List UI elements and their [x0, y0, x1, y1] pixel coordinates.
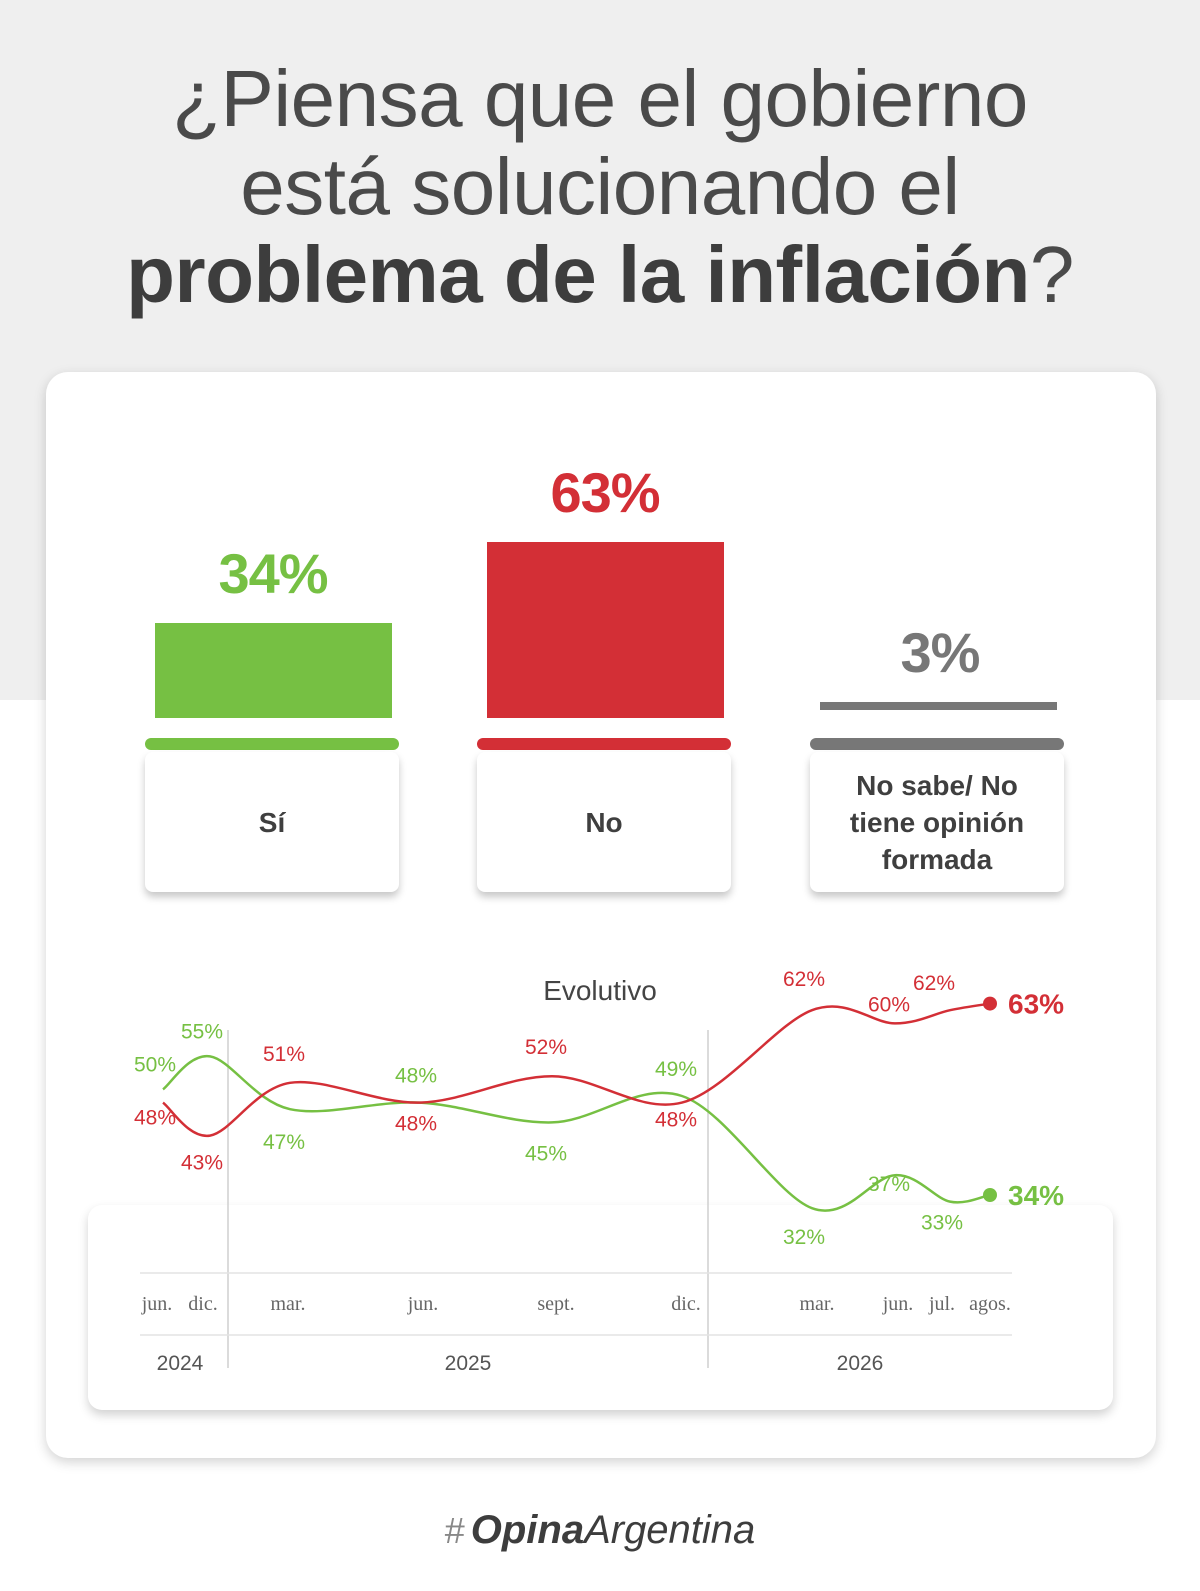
year-label: 2024	[157, 1352, 204, 1375]
title-question-mark: ?	[1029, 230, 1075, 319]
si-series-label: 55%	[181, 1020, 223, 1043]
no-strip	[477, 738, 731, 750]
ns-bar	[820, 702, 1057, 710]
no-percentage: 63%	[550, 460, 660, 524]
no-bar	[487, 541, 724, 718]
no-series-end-point	[983, 996, 997, 1011]
x-tick-label: jul.	[928, 1293, 955, 1315]
x-tick-label: dic.	[188, 1293, 217, 1315]
logo-rest: Argentina	[584, 1508, 756, 1552]
no-series-line	[162, 1002, 991, 1137]
si-percentage: 34%	[218, 541, 328, 605]
axis-card	[88, 1205, 1113, 1410]
year-label: 2026	[837, 1352, 884, 1375]
si-series-label: 45%	[525, 1142, 567, 1165]
si-series-label: 48%	[395, 1065, 437, 1088]
si-series-end-point	[983, 1188, 997, 1202]
si-label: Sí	[258, 806, 286, 838]
no-series-end-label: 63%	[1008, 989, 1064, 1020]
logo-hash-icon: #	[444, 1510, 465, 1551]
no-series-label: 48%	[395, 1113, 437, 1136]
year-label: 2025	[445, 1352, 492, 1375]
no-series-label: 52%	[525, 1036, 567, 1059]
x-tick-label: jun.	[141, 1293, 173, 1315]
si-label-box: Sí	[145, 752, 399, 892]
no-series-label: 60%	[868, 993, 910, 1016]
x-tick-label: mar.	[800, 1293, 835, 1315]
si-series-label: 37%	[868, 1173, 910, 1196]
si-series-line	[162, 1055, 991, 1212]
page-title: ¿Piensa que el gobierno está solucionand…	[0, 55, 1200, 319]
title-line-1: ¿Piensa que el gobierno	[172, 54, 1028, 143]
title-line-2: está solucionando el	[240, 142, 960, 231]
si-series-label: 32%	[783, 1226, 825, 1249]
si-strip	[145, 738, 399, 750]
x-tick-label: sept.	[537, 1293, 574, 1315]
x-tick-label: agos.	[969, 1293, 1011, 1315]
x-tick-label: jun.	[882, 1293, 914, 1315]
evolution-title: Evolutivo	[543, 975, 657, 1006]
si-series-end-label: 34%	[1008, 1180, 1064, 1211]
ns-label-box: No sabe/ No tiene opinión formada	[810, 752, 1064, 892]
no-series-label: 48%	[134, 1107, 176, 1130]
si-series-label: 50%	[134, 1053, 176, 1076]
no-label: No	[585, 806, 623, 838]
no-label-box: No	[477, 752, 731, 892]
si-series-label: 47%	[263, 1131, 305, 1154]
no-series-label: 62%	[913, 972, 955, 995]
ns-percentage: 3%	[900, 621, 981, 684]
si-bar	[155, 622, 392, 718]
no-series-label: 62%	[783, 968, 825, 991]
si-series-label: 33%	[921, 1212, 963, 1235]
x-tick-label: dic.	[671, 1293, 700, 1315]
ns-strip	[810, 738, 1064, 750]
no-series-label: 43%	[181, 1152, 223, 1175]
logo-brand: Opina	[470, 1508, 585, 1552]
no-series-label: 51%	[263, 1043, 305, 1066]
title-bold-text: problema de la inflación	[126, 230, 1030, 319]
x-tick-label: jun.	[407, 1293, 439, 1315]
si-series-label: 49%	[655, 1058, 697, 1081]
x-tick-label: mar.	[271, 1293, 306, 1315]
opina-argentina-logo: # OpinaArgentina	[0, 1508, 1200, 1553]
no-series-label: 48%	[655, 1109, 697, 1132]
ns-label: No sabe/ No tiene opinión formada	[849, 769, 1025, 875]
title-line-3: problema de la inflación?	[0, 231, 1200, 319]
